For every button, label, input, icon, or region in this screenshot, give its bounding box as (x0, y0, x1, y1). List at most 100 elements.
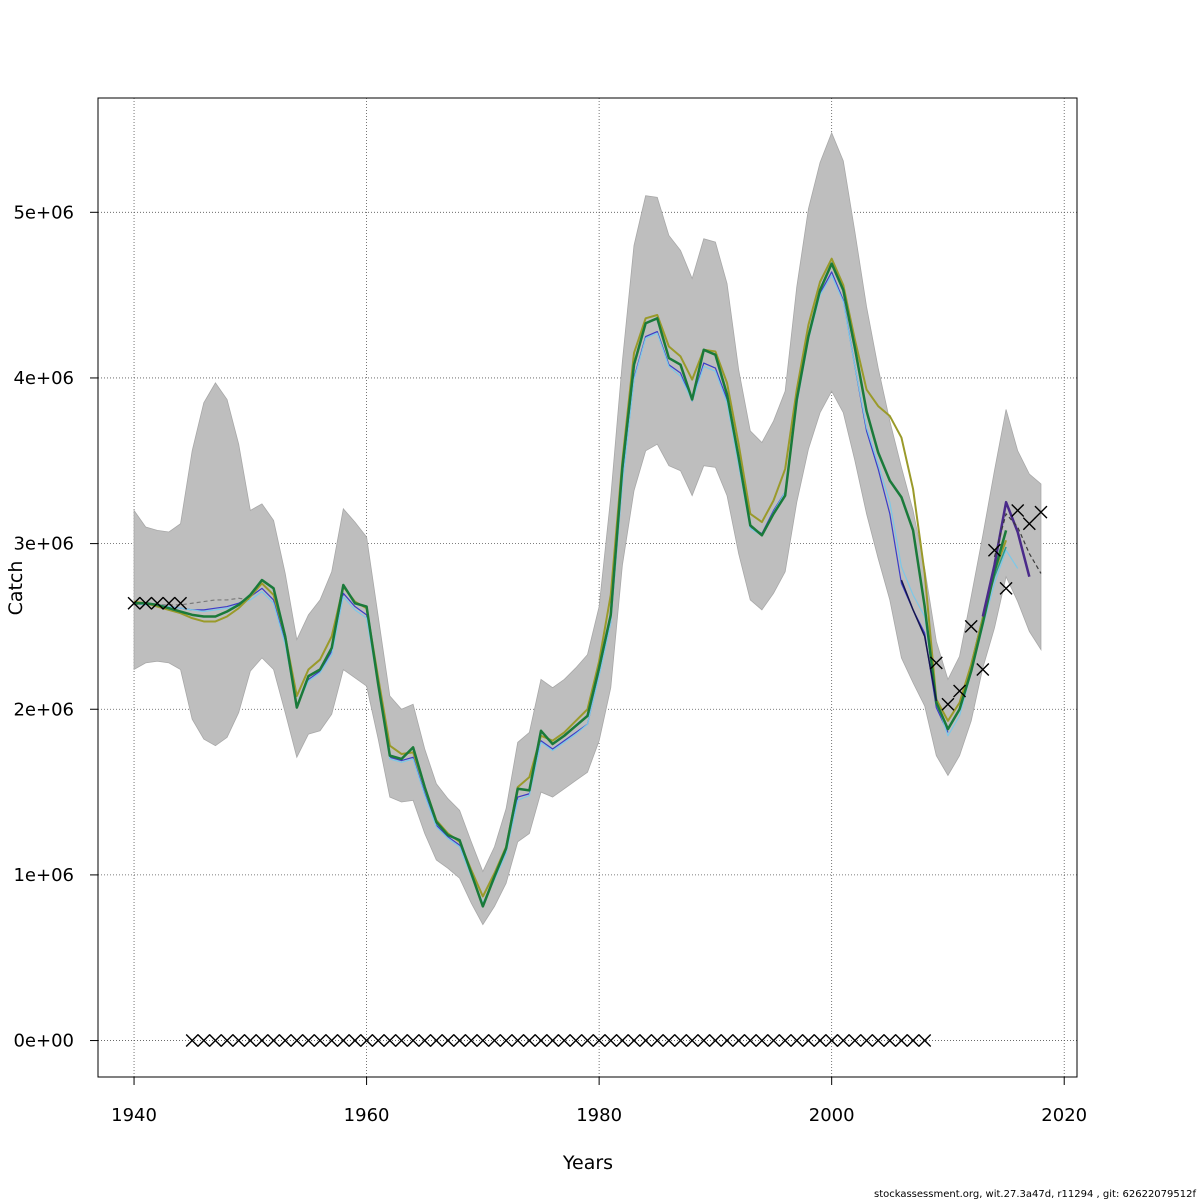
observation-marker (906, 1034, 920, 1048)
y-tick-label: 2e+06 (13, 699, 74, 720)
observation-marker (953, 684, 967, 698)
observation-marker (336, 1034, 350, 1048)
x-tick-label: 1940 (111, 1105, 157, 1126)
x-tick-label: 1980 (576, 1105, 622, 1126)
observation-marker (441, 1034, 455, 1048)
observation-marker (499, 1034, 513, 1048)
observation-marker (453, 1034, 467, 1048)
observation-marker (522, 1034, 536, 1048)
observation-marker (139, 596, 153, 610)
observation-marker (592, 1034, 606, 1048)
observation-marker (429, 1034, 443, 1048)
observation-marker (255, 1034, 269, 1048)
x-tick-label: 2020 (1041, 1105, 1087, 1126)
observation-marker (918, 1034, 932, 1048)
y-tick-label: 5e+06 (13, 202, 74, 223)
observation-marker (964, 619, 978, 633)
y-axis-title: Catch (5, 561, 27, 616)
observation-marker (487, 1034, 501, 1048)
observation-marker (732, 1034, 746, 1048)
observation-marker (220, 1034, 234, 1048)
observation-marker (1034, 505, 1048, 519)
observation-marker (697, 1034, 711, 1048)
observation-marker (418, 1034, 432, 1048)
observation-marker (534, 1034, 548, 1048)
y-tick-label: 3e+06 (13, 534, 74, 555)
observation-marker (976, 663, 990, 676)
observation-marker (755, 1034, 769, 1048)
observation-marker (290, 1034, 304, 1048)
observation-marker (790, 1034, 804, 1048)
series-line (133, 597, 251, 606)
footer-text: stockassessment.org, wit.27.3a47d, r1129… (874, 1189, 1196, 1200)
observation-marker (174, 596, 188, 610)
y-axis: 0e+00 1e+06 2e+06 3e+06 4e+06 5e+06 (13, 202, 98, 1052)
y-tick-label: 4e+06 (13, 368, 74, 389)
observation-marker (557, 1034, 571, 1048)
observation-marker (801, 1034, 815, 1048)
x-axis: 1940 1960 1980 2000 2020 (111, 1077, 1087, 1126)
x-tick-label: 1960 (344, 1105, 390, 1126)
observation-marker (406, 1034, 420, 1048)
series-line (993, 513, 1042, 574)
observation-marker (278, 1034, 292, 1048)
observation-marker (383, 1034, 397, 1048)
observation-marker (150, 596, 164, 610)
observation-marker (301, 1034, 315, 1048)
series-line (133, 274, 1019, 904)
observation-marker (708, 1034, 722, 1048)
observation-marker (615, 1034, 629, 1048)
observation-marker (987, 543, 1001, 557)
observation-marker (813, 1034, 827, 1048)
observation-marker (546, 1034, 560, 1048)
observation-marker (325, 1034, 339, 1048)
observation-marker (360, 1034, 374, 1048)
observation-marker (929, 656, 943, 670)
observation-marker (1022, 517, 1036, 531)
observation-marker (267, 1034, 281, 1048)
observation-marker (650, 1034, 664, 1048)
observation-marker (394, 1034, 408, 1048)
observation-marker (720, 1034, 734, 1048)
observation-marker (767, 1034, 781, 1048)
observation-marker (883, 1034, 897, 1048)
observation-marker (743, 1034, 757, 1048)
observation-marker (162, 596, 176, 610)
observation-marker (604, 1034, 618, 1048)
observation-marker (348, 1034, 362, 1048)
observation-marker (860, 1034, 874, 1048)
y-tick-label: 0e+00 (13, 1031, 74, 1052)
confidence-band (133, 131, 1042, 926)
observation-marker (313, 1034, 327, 1048)
observation-marker (627, 1034, 641, 1048)
observation-marker (674, 1034, 688, 1048)
observation-marker (999, 581, 1013, 595)
observation-marker (232, 1034, 246, 1048)
x-tick-label: 2000 (809, 1105, 855, 1126)
confidence-band-area (133, 131, 1042, 926)
observation-marker (894, 1034, 908, 1048)
observation-marker (941, 697, 955, 711)
observation-marker (208, 1034, 222, 1048)
observation-marker (778, 1034, 792, 1048)
observation-marker (848, 1034, 862, 1048)
plot-frame (97, 97, 1078, 1078)
observation-marker (825, 1034, 839, 1048)
observation-marker (662, 1034, 676, 1048)
observation-marker (581, 1034, 594, 1048)
observation-marker (197, 1034, 211, 1048)
observation-marker (639, 1034, 653, 1048)
observation-marker (871, 1034, 885, 1048)
series-line (134, 262, 1008, 908)
observation-marker (685, 1034, 699, 1048)
observation-marker (1011, 503, 1025, 517)
observation-marker (569, 1034, 583, 1048)
y-tick-label: 1e+06 (13, 865, 74, 886)
observation-marker (464, 1034, 478, 1048)
observation-marker (836, 1034, 850, 1048)
observation-marker (511, 1034, 525, 1048)
observation-markers (127, 503, 1048, 1048)
series-line (981, 500, 1031, 617)
x-axis-title: Years (562, 1152, 613, 1174)
